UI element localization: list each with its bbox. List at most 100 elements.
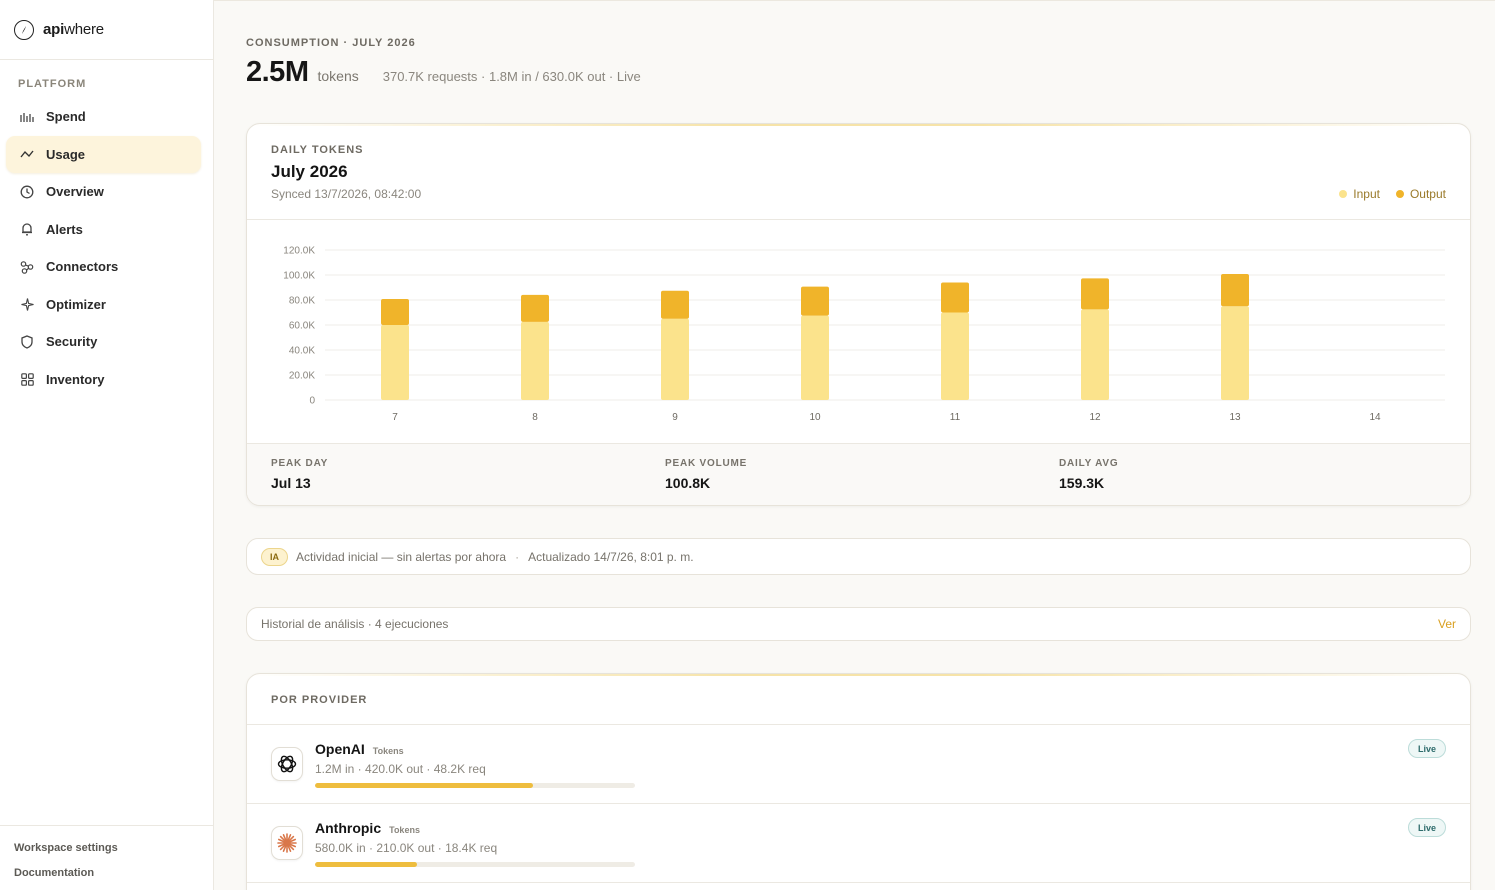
- stat-label: DAILY AVG: [1059, 458, 1119, 469]
- clock-icon: [19, 184, 35, 200]
- stat-label: PEAK DAY: [271, 458, 329, 469]
- ai-separator: ·: [515, 549, 520, 564]
- x-tick-label: 7: [392, 412, 398, 423]
- sidebar-item-overview[interactable]: Overview: [6, 173, 201, 211]
- y-tick-label: 20.0K: [289, 371, 315, 382]
- chart-legend: Input Output: [1323, 187, 1446, 201]
- x-tick-label: 10: [809, 412, 821, 423]
- stat-value: 159.3K: [1059, 475, 1105, 491]
- ai-updated: Actualizado 14/7/26, 8:01 p. m.: [528, 549, 694, 564]
- y-tick-label: 80.0K: [289, 296, 315, 307]
- usage-summary: 370.7K requests · 1.8M in / 630.0K out ·…: [382, 69, 641, 84]
- provider-meta: 1.2M in · 420.0K out · 48.2K req: [315, 762, 486, 776]
- status-badge: Live: [1407, 739, 1446, 758]
- main-content: CONSUMPTION · JULY 2026 2.5M tokens 370.…: [214, 0, 1495, 890]
- legend-output: Output: [1395, 187, 1446, 201]
- bar-chart-icon: [19, 109, 35, 125]
- sidebar-item-label: Spend: [46, 109, 86, 125]
- provider-tag: Tokens: [389, 825, 420, 835]
- bar-output: [661, 290, 689, 319]
- x-tick-label: 8: [532, 412, 538, 423]
- stat-value: Jul 13: [271, 475, 311, 491]
- grid-icon: [19, 371, 35, 387]
- bar-input: [801, 315, 829, 400]
- x-tick-label: 9: [672, 412, 678, 423]
- bar-output: [1081, 278, 1109, 310]
- daily-tokens-card: DAILY TOKENS July 2026 Synced 13/7/2026,…: [246, 123, 1471, 506]
- history-view-link[interactable]: Ver: [1437, 617, 1456, 631]
- total-tokens: 2.5M: [246, 56, 309, 88]
- provider-tag: Tokens: [372, 746, 404, 756]
- legend-output-swatch: [1395, 190, 1404, 198]
- y-tick-label: 0: [309, 396, 315, 407]
- bar-output: [1221, 274, 1249, 307]
- sidebar-item-optimizer[interactable]: Optimizer: [6, 286, 201, 324]
- provider-name: OpenAI Tokens: [315, 741, 404, 757]
- legend-label: Input: [1353, 187, 1380, 201]
- bar-output: [801, 286, 829, 316]
- sidebar-item-security[interactable]: Security: [6, 323, 201, 361]
- sidebar-footer: Workspace settings Documentation: [0, 825, 213, 890]
- legend-label: Output: [1409, 187, 1446, 201]
- sidebar-item-label: Alerts: [46, 221, 83, 237]
- bar-input: [661, 318, 689, 400]
- ai-insight-bar: IA Actividad inicial — sin alertas por a…: [246, 538, 1471, 575]
- brand[interactable]: apiwhere: [0, 0, 213, 60]
- provider-card: POR PROVIDER OpenAI Tokens 1.2M in · 420…: [246, 673, 1471, 890]
- anthropic-logo-icon: [271, 826, 303, 860]
- sidebar-item-label: Overview: [46, 184, 104, 200]
- bar-output: [381, 299, 409, 325]
- ai-badge: IA: [261, 547, 288, 566]
- sidebar-item-label: Optimizer: [46, 296, 106, 312]
- stat-value: 100.8K: [665, 475, 711, 491]
- documentation-link[interactable]: Documentation: [14, 867, 95, 879]
- workspace-settings-link[interactable]: Workspace settings: [14, 842, 118, 854]
- provider-share-fill: [315, 862, 418, 867]
- x-tick-label: 11: [950, 412, 961, 423]
- provider-card-title: POR PROVIDER: [247, 674, 1470, 725]
- y-tick-label: 100.0K: [283, 271, 315, 282]
- provider-name: Anthropic Tokens: [315, 820, 420, 836]
- bell-icon: [19, 221, 35, 237]
- trend-line-icon: [19, 146, 35, 162]
- stat-label: PEAK VOLUME: [665, 458, 748, 469]
- sidebar-item-label: Inventory: [46, 371, 105, 387]
- provider-row-openai[interactable]: OpenAI Tokens 1.2M in · 420.0K out · 48.…: [247, 725, 1470, 804]
- stat-daily-avg: DAILY AVG 159.3K: [1059, 458, 1118, 491]
- chart-title: July 2026: [271, 162, 348, 181]
- provider-meta: 580.0K in · 210.0K out · 18.4K req: [315, 841, 498, 855]
- status-badge: Live: [1407, 818, 1446, 837]
- provider-row-anthropic[interactable]: Anthropic Tokens 580.0K in · 210.0K out …: [247, 804, 1470, 883]
- ai-message: Actividad inicial — sin alertas por ahor…: [296, 549, 507, 564]
- x-tick-label: 12: [1089, 412, 1101, 423]
- analysis-history-bar[interactable]: Historial de análisis · 4 ejecuciones Ve…: [246, 607, 1471, 641]
- total-unit: tokens: [317, 68, 359, 84]
- sidebar-item-usage[interactable]: Usage: [6, 135, 201, 173]
- y-tick-label: 40.0K: [289, 346, 315, 357]
- history-text: Historial de análisis · 4 ejecuciones: [261, 617, 449, 631]
- chart-stats: PEAK DAY Jul 13 PEAK VOLUME 100.8K DAILY…: [247, 443, 1470, 505]
- bar-input: [521, 321, 549, 400]
- x-tick-label: 14: [1369, 412, 1381, 423]
- connectors-icon: [19, 259, 35, 275]
- sidebar-item-connectors[interactable]: Connectors: [6, 248, 201, 286]
- compass-logo-icon: [14, 19, 34, 40]
- bar-input: [381, 325, 409, 400]
- x-tick-label: 13: [1229, 412, 1241, 423]
- legend-input: Input: [1339, 187, 1380, 201]
- bar-output: [521, 294, 549, 322]
- page-headline: 2.5M tokens 370.7K requests · 1.8M in / …: [246, 56, 641, 89]
- y-tick-label: 60.0K: [289, 321, 315, 332]
- bar-output: [941, 282, 969, 313]
- chart-eyebrow: DAILY TOKENS: [271, 144, 364, 156]
- sidebar-item-spend[interactable]: Spend: [6, 98, 201, 136]
- sidebar-item-inventory[interactable]: Inventory: [6, 361, 201, 399]
- page-eyebrow: CONSUMPTION · JULY 2026: [246, 37, 416, 49]
- sidebar-item-label: Usage: [46, 146, 86, 162]
- sidebar-item-alerts[interactable]: Alerts: [6, 211, 201, 249]
- provider-share-bar: [315, 783, 635, 788]
- daily-tokens-chart: 0 20.0K 40.0K 60.0K 80.0K 100.0K 120.0K 7 8 9 10 11…: [283, 246, 1445, 423]
- legend-input-swatch: [1339, 190, 1348, 198]
- bar-input: [1221, 306, 1249, 400]
- sidebar-item-label: Security: [46, 334, 98, 350]
